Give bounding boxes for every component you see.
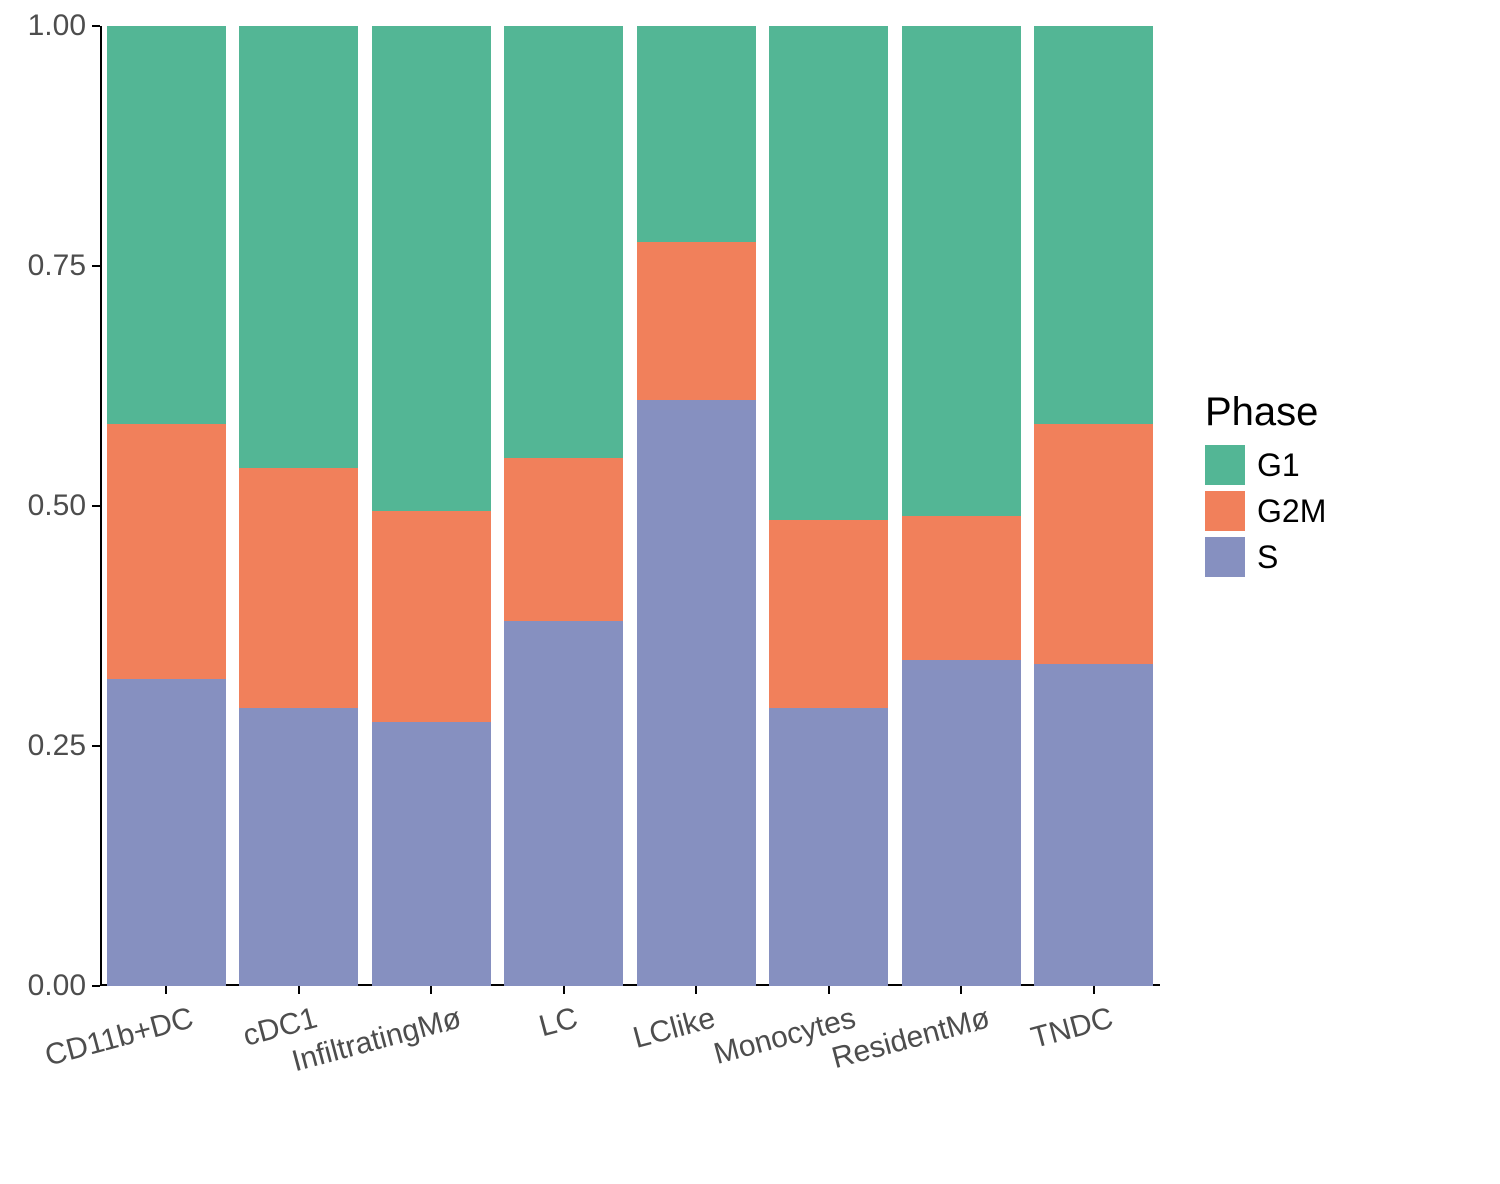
legend-label: G1 (1257, 447, 1300, 484)
legend-label: S (1257, 539, 1278, 576)
y-tick-label: 0.50 (28, 489, 100, 523)
bar-segment-s (902, 660, 1021, 986)
bar-segment-s (1034, 664, 1153, 986)
x-tick-label: LClike (626, 986, 719, 1056)
bar-segment-g1 (637, 26, 756, 242)
legend-swatch-s (1205, 537, 1245, 577)
bar-segment-g1 (239, 26, 358, 468)
bar-segment-s (372, 722, 491, 986)
legend-label: G2M (1257, 493, 1326, 530)
y-tick-label: 1.00 (28, 9, 100, 43)
y-tick-label: 0.75 (28, 249, 100, 283)
bar-segment-s (239, 708, 358, 986)
bar-group (1034, 26, 1153, 986)
bar-group (372, 26, 491, 986)
bar-segment-g2m (239, 468, 358, 708)
bar-segment-g1 (1034, 26, 1153, 424)
bar-group (107, 26, 226, 986)
x-tick-label: TNDC (1023, 986, 1116, 1056)
bar-group (504, 26, 623, 986)
bar-segment-s (637, 400, 756, 986)
bar-group (769, 26, 888, 986)
y-axis-line (100, 26, 102, 986)
legend-swatch-g1 (1205, 445, 1245, 485)
bar-segment-g2m (637, 242, 756, 400)
bar-segment-g2m (902, 516, 1021, 660)
bar-group (637, 26, 756, 986)
bar-segment-g1 (902, 26, 1021, 516)
legend: Phase G1 G2M S (1205, 390, 1326, 583)
chart-container: 0.000.250.500.751.00CD11b+DCcDC1Infiltra… (0, 0, 1500, 1184)
bar-group (239, 26, 358, 986)
legend-item: S (1205, 537, 1326, 577)
bar-segment-s (107, 679, 226, 986)
legend-title: Phase (1205, 390, 1326, 435)
legend-item: G2M (1205, 491, 1326, 531)
bar-segment-g1 (504, 26, 623, 458)
bar-segment-s (504, 621, 623, 986)
bar-segment-s (769, 708, 888, 986)
bar-segment-g1 (107, 26, 226, 424)
x-tick-label: LC (531, 986, 581, 1044)
bar-segment-g2m (504, 458, 623, 621)
y-tick-label: 0.25 (28, 729, 100, 763)
legend-item: G1 (1205, 445, 1326, 485)
bar-segment-g1 (769, 26, 888, 520)
bar-segment-g2m (372, 511, 491, 722)
bar-segment-g2m (107, 424, 226, 678)
bar-segment-g2m (769, 520, 888, 707)
bar-segment-g1 (372, 26, 491, 511)
bar-group (902, 26, 1021, 986)
plot-panel: 0.000.250.500.751.00CD11b+DCcDC1Infiltra… (100, 26, 1160, 986)
y-tick-label: 0.00 (28, 969, 100, 1003)
legend-swatch-g2m (1205, 491, 1245, 531)
bar-segment-g2m (1034, 424, 1153, 664)
